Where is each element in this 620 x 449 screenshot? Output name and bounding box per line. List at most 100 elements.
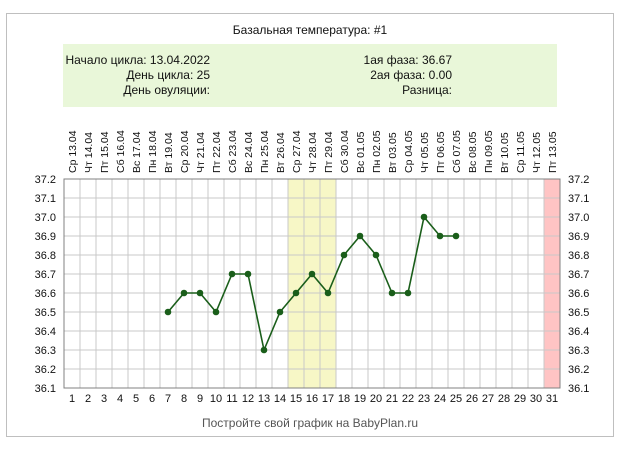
x-tick-label: 13 (258, 393, 270, 405)
temperature-point (340, 251, 348, 259)
date-label: Сб 07.05 (451, 130, 463, 173)
y-tick-label-left: 37.0 (35, 212, 56, 224)
x-tick-label: 18 (338, 393, 350, 405)
x-tick-label: 6 (149, 393, 155, 405)
x-tick-label: 2 (85, 393, 91, 405)
date-label: Сб 16.04 (115, 130, 127, 173)
x-tick-label: 30 (530, 393, 542, 405)
temperature-point (372, 251, 380, 259)
date-label: Пн 25.04 (259, 130, 271, 173)
x-tick-label: 8 (181, 393, 187, 405)
x-tick-label: 10 (210, 393, 222, 405)
date-label: Чт 12.05 (531, 132, 543, 173)
date-label: Ср 20.04 (179, 130, 191, 173)
x-tick-label: 20 (370, 393, 382, 405)
temperature-point (324, 289, 332, 297)
date-label: Пт 22.04 (211, 131, 223, 173)
date-label: Вт 26.04 (275, 132, 287, 173)
x-tick-label: 19 (354, 393, 366, 405)
y-tick-label-right: 36.6 (568, 288, 589, 300)
x-tick-label: 22 (402, 393, 414, 405)
temperature-point (276, 308, 284, 316)
date-label: Чт 21.04 (195, 132, 207, 173)
x-tick-label: 15 (290, 393, 302, 405)
x-tick-label: 3 (101, 393, 107, 405)
y-tick-label-right: 36.4 (568, 326, 589, 338)
date-label: Вт 10.05 (499, 132, 511, 173)
x-tick-label: 12 (242, 393, 254, 405)
date-label: Пн 18.04 (147, 130, 159, 173)
footer-link-text[interactable]: Постройте свой график на BabyPlan.ru (202, 416, 418, 430)
temperature-point (308, 270, 316, 278)
difference-text: Разница: (402, 83, 452, 97)
phase2-text: 2ая фаза: 0.00 (370, 68, 452, 82)
x-tick-label: 27 (482, 393, 494, 405)
y-tick-label-right: 36.3 (568, 345, 589, 357)
cycle-day-text: День цикла: 25 (126, 68, 210, 82)
date-label: Вс 01.05 (355, 131, 367, 173)
phase1-text: 1ая фаза: 36.67 (364, 53, 453, 67)
y-tick-label-left: 36.9 (35, 231, 56, 243)
y-tick-label-left: 36.8 (35, 250, 56, 262)
temperature-point (260, 346, 268, 354)
y-tick-label-left: 36.7 (35, 269, 56, 281)
fertile-window-band (288, 179, 336, 388)
temperature-point (420, 213, 428, 221)
y-tick-label-right: 36.8 (568, 250, 589, 262)
y-tick-label-right: 36.5 (568, 307, 589, 319)
date-label: Вт 19.04 (163, 132, 175, 173)
date-label: Пт 13.05 (547, 131, 559, 173)
date-label: Сб 23.04 (227, 130, 239, 173)
ovulation-day-text: День овуляции: (123, 83, 210, 97)
temperature-point (356, 232, 364, 240)
date-label: Чт 28.04 (307, 132, 319, 173)
chart-title: Базальная температура: #1 (233, 23, 388, 37)
y-tick-label-right: 36.9 (568, 231, 589, 243)
x-tick-label: 21 (386, 393, 398, 405)
date-label: Вс 24.04 (243, 131, 255, 173)
temperature-point (388, 289, 396, 297)
y-tick-label-left: 36.3 (35, 345, 56, 357)
temperature-point (212, 308, 220, 316)
temperature-point (164, 308, 172, 316)
temperature-point (196, 289, 204, 297)
y-tick-label-left: 37.2 (35, 174, 56, 186)
y-tick-label-left: 36.1 (35, 383, 56, 395)
y-tick-label-left: 37.1 (35, 193, 56, 205)
cycle-start-text: Начало цикла: 13.04.2022 (65, 53, 210, 67)
x-tick-label: 7 (165, 393, 171, 405)
y-tick-label-left: 36.6 (35, 288, 56, 300)
y-tick-label-right: 37.0 (568, 212, 589, 224)
y-tick-label-right: 37.2 (568, 174, 589, 186)
x-tick-label: 24 (434, 393, 446, 405)
temperature-point (180, 289, 188, 297)
info-panel (63, 44, 557, 107)
date-label: Чт 05.05 (419, 132, 431, 173)
date-label: Пн 02.05 (371, 130, 383, 173)
y-tick-label-right: 37.1 (568, 193, 589, 205)
x-tick-label: 11 (226, 393, 237, 405)
temperature-point (228, 270, 236, 278)
x-tick-label: 25 (450, 393, 462, 405)
y-tick-label-left: 36.2 (35, 364, 56, 376)
date-label: Пт 15.04 (99, 131, 111, 173)
date-label: Пн 09.05 (483, 130, 495, 173)
temperature-point (244, 270, 252, 278)
temperature-point (436, 232, 444, 240)
x-tick-label: 29 (514, 393, 526, 405)
x-tick-label: 17 (322, 393, 334, 405)
date-label: Ср 27.04 (291, 130, 303, 173)
x-tick-label: 5 (133, 393, 139, 405)
plot-border (63, 178, 561, 389)
x-tick-label: 26 (466, 393, 478, 405)
y-tick-label-right: 36.2 (568, 364, 589, 376)
date-label: Пт 29.04 (323, 131, 335, 173)
date-label: Сб 30.04 (339, 130, 351, 173)
x-tick-label: 28 (498, 393, 510, 405)
temperature-point (292, 289, 300, 297)
x-tick-label: 1 (69, 393, 75, 405)
date-label: Ср 11.05 (515, 131, 527, 173)
date-label: Чт 14.04 (83, 132, 95, 173)
